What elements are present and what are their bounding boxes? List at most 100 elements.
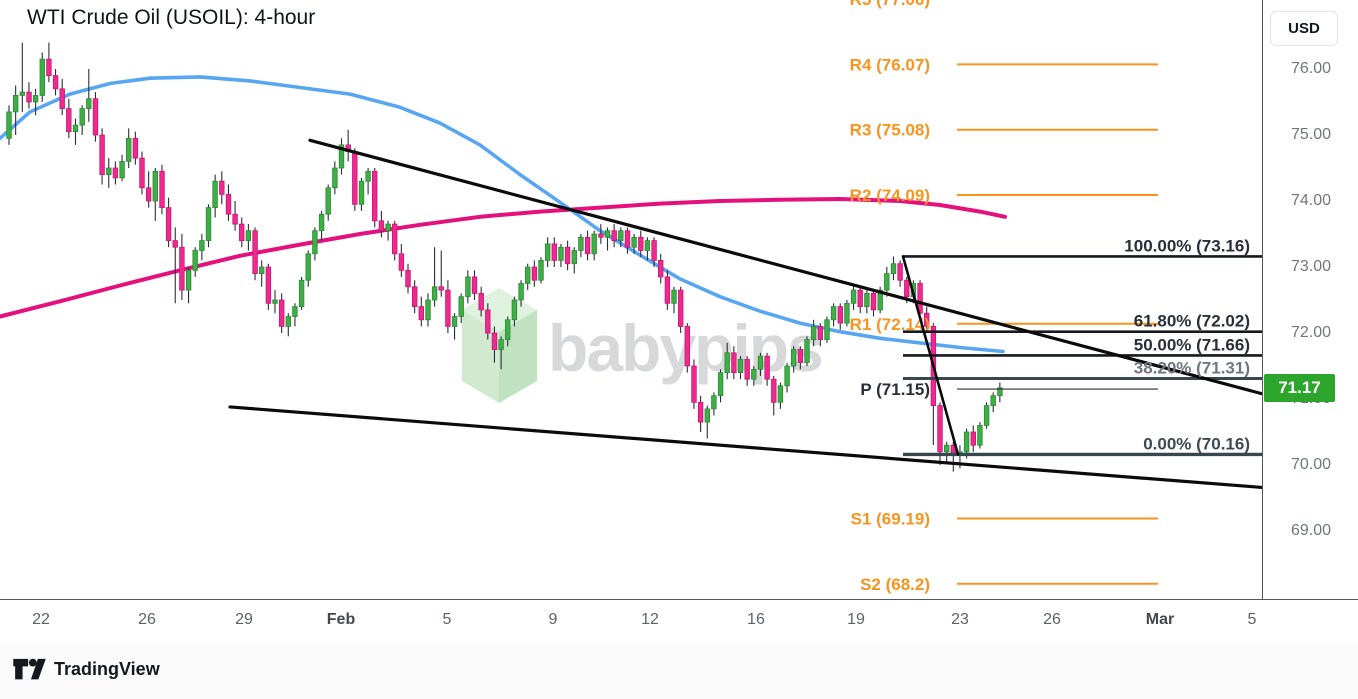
upper-trendline[interactable] (308, 138, 1262, 396)
candle-up (192, 250, 198, 271)
candle-up (465, 276, 471, 298)
candle-down (764, 355, 770, 380)
candle-up (591, 233, 597, 255)
pivot-level-label: S1 (69.19) (851, 509, 930, 528)
candle-up (977, 424, 983, 446)
candle-up (777, 385, 784, 403)
candle-down (624, 230, 631, 248)
candle-up (944, 444, 950, 453)
currency-toggle-button[interactable]: USD (1270, 11, 1338, 46)
candle-down (46, 58, 52, 76)
last-price-badge: 71.17 (1264, 373, 1335, 402)
candle-up (804, 339, 810, 364)
candle-down (225, 193, 232, 215)
candle-down (857, 289, 863, 308)
price-axis[interactable]: USD 76.0075.0074.0073.0072.0071.0070.006… (1262, 0, 1358, 643)
candle-up (86, 98, 92, 109)
candle-down (970, 431, 976, 446)
candle-down (771, 378, 777, 403)
candle-up (558, 246, 564, 261)
price-chart-canvas[interactable]: babypipsR5 (77.06)R4 (76.07)R3 (75.08)R2… (0, 0, 1262, 599)
candle-down (551, 243, 557, 261)
candle-up (6, 111, 12, 139)
candle-up (644, 240, 651, 251)
candle-down (638, 236, 644, 251)
price-axis-label: 72.00 (1290, 324, 1332, 341)
candle-up (498, 339, 504, 350)
candle-up (990, 395, 996, 407)
pivot-level-label: P (71.15) (860, 380, 930, 399)
candle-down (531, 266, 538, 281)
ma-fast-blue (0, 75, 1005, 354)
candle-down (491, 332, 498, 350)
time-axis-month-label: Mar (1145, 611, 1175, 628)
candle-down (924, 312, 930, 327)
candle-up (39, 58, 45, 96)
fib-anchor-line[interactable] (901, 255, 960, 456)
candle-up (19, 91, 25, 96)
fib-level-label: 50.00% (71.66) (1134, 335, 1250, 354)
candle-down (139, 157, 145, 189)
candle-up (325, 187, 331, 215)
candle-down (252, 230, 258, 274)
candle-up (850, 289, 857, 304)
candle-up (983, 405, 990, 426)
candle-up (631, 236, 637, 248)
pivot-level-label: R2 (74.09) (850, 186, 930, 205)
candle-up (126, 137, 132, 162)
candle-down (391, 223, 398, 255)
time-axis-label: 23 (951, 611, 969, 628)
tradingview-logo-icon[interactable] (13, 658, 47, 684)
candle-up (711, 395, 717, 410)
pivot-level-label: R3 (75.08) (850, 121, 930, 140)
candle-down (937, 405, 943, 453)
candle-up (791, 349, 797, 367)
time-axis-label: 26 (1043, 611, 1061, 628)
candle-down (817, 325, 823, 340)
candle-down (837, 306, 843, 324)
candle-up (285, 316, 291, 327)
candle-down (132, 137, 139, 159)
candle-down (584, 236, 591, 255)
time-axis-label: 29 (235, 611, 253, 628)
candle-up (185, 269, 192, 291)
candle-up (757, 355, 764, 370)
candle-up (298, 279, 305, 308)
price-axis-label: 73.00 (1290, 258, 1332, 275)
tradingview-brand-text[interactable]: TradingView (54, 659, 160, 679)
lower-trendline[interactable] (228, 405, 1262, 490)
candle-down (265, 266, 272, 304)
candle-down (658, 259, 664, 278)
candle-down (238, 223, 245, 242)
candle-up (511, 299, 518, 321)
candle-up (106, 167, 112, 175)
time-axis[interactable]: 22 26 29 Feb 5 9 12 16 19 23 26 Mar 5 (0, 599, 1358, 645)
candle-down (26, 91, 32, 103)
candle-down (697, 401, 704, 423)
candle-up (811, 325, 817, 340)
candle-down (219, 180, 225, 195)
time-axis-label: 9 (548, 611, 558, 628)
candle-down (678, 289, 684, 327)
candle-up (458, 296, 464, 317)
candle-up (292, 306, 298, 317)
candle-down (398, 253, 405, 271)
candle-up (704, 408, 710, 423)
candle-up (245, 230, 252, 241)
candle-down (664, 276, 671, 304)
candle-up (72, 124, 79, 133)
page-title: WTI Crude Oil (USOIL): 4-hour (27, 6, 316, 29)
candle-up (205, 207, 212, 242)
candle-up (385, 223, 391, 232)
candle-down (278, 299, 285, 327)
candle-up (877, 289, 883, 311)
candle-up (618, 230, 624, 241)
candle-down (165, 207, 172, 242)
time-axis-label: 19 (847, 611, 865, 628)
chart-pane[interactable]: babypipsR5 (77.06)R4 (76.07)R3 (75.08)R2… (0, 0, 1262, 599)
candle-down (172, 240, 178, 248)
candle-down (66, 108, 72, 133)
candle-down (411, 286, 418, 307)
footer: TradingView (0, 644, 1358, 699)
